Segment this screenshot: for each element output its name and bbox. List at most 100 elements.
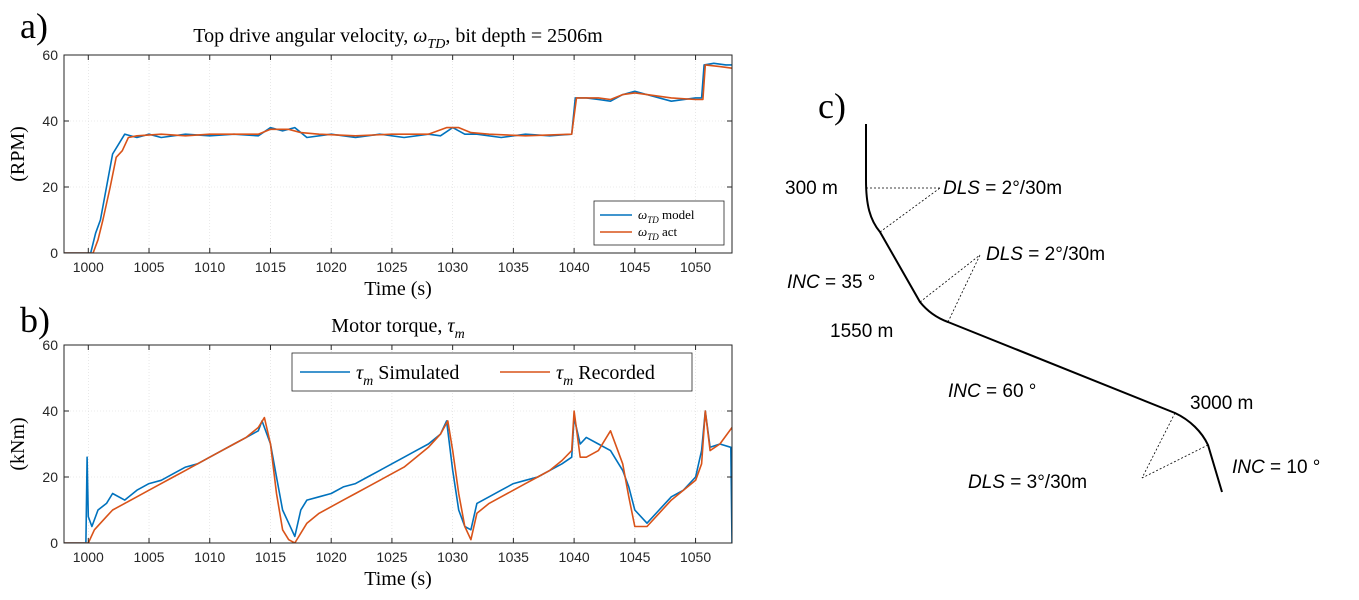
y-tick-label: 60 [42, 337, 58, 353]
panel-label-b: b) [20, 300, 50, 340]
inc-label-2-value: = 60 ° [981, 381, 1037, 402]
legend-entry-symbol: τ [356, 362, 364, 384]
x-tick-label: 1045 [619, 549, 650, 565]
inc-label-1: INC = 35 ° [787, 272, 875, 293]
y-tick-label: 20 [42, 179, 58, 195]
legend-entry: τm Recorded [556, 362, 655, 389]
dls1-construction-line [879, 187, 941, 233]
dls3-construction-line [1141, 444, 1209, 479]
series-line-model [64, 410, 732, 543]
chart-title-symbol: ω [413, 25, 427, 47]
chart-title-prefix: Motor torque, [331, 315, 447, 337]
series-line-actual [64, 410, 732, 543]
legend-entry-symbol: ω [638, 224, 647, 239]
depth-label-3000: 3000 m [1190, 393, 1253, 414]
legend-entry-subscript: TD [647, 232, 659, 242]
panel-label-a: a) [20, 6, 48, 46]
legend-entry-symbol: τ [556, 362, 564, 384]
y-tick-label: 40 [42, 113, 58, 129]
dls-label-2-value: = 2°/30m [1023, 244, 1105, 265]
chart-title-prefix: Top drive angular velocity, [193, 25, 413, 47]
x-tick-label: 1035 [498, 259, 529, 275]
y-tick-label: 60 [42, 47, 58, 63]
chart-title-suffix: , bit depth = 2506m [445, 25, 603, 47]
y-axis-label: (kNm) [7, 417, 29, 470]
inc-label-2: INC = 60 ° [948, 381, 1036, 402]
chart-title-subscript: m [455, 327, 465, 342]
dls-label-2: DLS = 2°/30m [986, 244, 1105, 265]
x-tick-label: 1000 [73, 259, 104, 275]
well-trajectory-diagram: 300 m 1550 m 3000 m DLS = 2°/30m DLS = 2… [785, 124, 1320, 493]
series-line-actual [64, 64, 732, 253]
dls-label-2-name: DLS [986, 244, 1023, 265]
x-tick-label: 1050 [680, 259, 711, 275]
dls-label-3-value: = 3°/30m [1005, 472, 1087, 493]
legend-entry-suffix: Recorded [573, 362, 655, 384]
x-tick-label: 1020 [316, 259, 347, 275]
dls3-construction-line [1141, 412, 1176, 479]
inc-label-3: INC = 10 ° [1232, 457, 1320, 478]
x-tick-label: 1030 [437, 259, 468, 275]
legend-entry-symbol: ω [638, 207, 647, 222]
x-tick-label: 1005 [133, 549, 164, 565]
chart-motor-torque: 1000 1005 1010 1015 1020 1025 1030 1035 1040 1045… [7, 315, 733, 590]
x-tick-label: 1035 [498, 549, 529, 565]
x-tick-label: 1010 [194, 549, 225, 565]
chart-title: Top drive angular velocity, ωTD, bit dep… [193, 25, 603, 52]
plot-frame [63, 54, 733, 254]
dls-label-3-name: DLS [968, 472, 1005, 493]
dls-label-1-value: = 2°/30m [980, 178, 1062, 199]
x-tick-label: 1030 [437, 549, 468, 565]
x-tick-label: 1020 [316, 549, 347, 565]
x-tick-label: 1040 [559, 549, 590, 565]
x-tick-label: 1040 [559, 259, 590, 275]
dls2-construction-line [919, 254, 981, 303]
x-tick-label: 1015 [255, 549, 286, 565]
dls-label-1-name: DLS [943, 178, 980, 199]
y-tick-label: 0 [50, 535, 58, 551]
y-tick-label: 40 [42, 403, 58, 419]
panel-label-c: c) [818, 86, 846, 126]
legend-entry-subscript: m [363, 374, 373, 389]
legend-entry: τm Simulated [356, 362, 459, 389]
x-axis-label: Time (s) [364, 278, 432, 300]
inc-label-1-name: INC [787, 272, 820, 293]
x-tick-label: 1010 [194, 259, 225, 275]
dls2-construction-line [947, 254, 981, 323]
well-path [865, 124, 1223, 493]
dls-label-1: DLS = 2°/30m [943, 178, 1062, 199]
legend-entry-suffix: model [659, 207, 695, 222]
x-tick-label: 1025 [376, 259, 407, 275]
legend: τm Simulated τm Recorded [291, 352, 693, 392]
chart-top-drive-velocity: 1000 1005 1010 1015 1020 1025 1030 1035 1040 1045… [7, 25, 733, 300]
dls-label-3: DLS = 3°/30m [968, 472, 1087, 493]
legend-box [593, 200, 725, 246]
inc-label-3-name: INC [1232, 457, 1265, 478]
x-tick-label: 1025 [376, 549, 407, 565]
chart-title-subscript: TD [427, 37, 445, 52]
x-tick-label: 1045 [619, 259, 650, 275]
legend-entry: ωTD act [638, 224, 677, 242]
x-axis-label: Time (s) [364, 568, 432, 590]
depth-label-300: 300 m [785, 178, 838, 199]
legend-entry: ωTD model [638, 207, 695, 225]
x-tick-label: 1005 [133, 259, 164, 275]
depth-label-1550: 1550 m [830, 321, 893, 342]
inc-label-3-value: = 10 ° [1265, 457, 1321, 478]
inc-label-2-name: INC [948, 381, 981, 402]
legend-box [291, 352, 693, 392]
y-tick-label: 0 [50, 245, 58, 261]
plot-frame [63, 344, 733, 544]
y-axis-label: (RPM) [7, 126, 29, 182]
legend-entry-suffix: act [659, 224, 678, 239]
chart-title: Motor torque, τm [331, 315, 464, 342]
x-tick-label: 1000 [73, 549, 104, 565]
x-tick-label: 1050 [680, 549, 711, 565]
x-tick-label: 1015 [255, 259, 286, 275]
legend-entry-suffix: Simulated [373, 362, 459, 384]
chart-title-symbol: τ [447, 315, 455, 337]
inc-label-1-value: = 35 ° [820, 272, 876, 293]
legend-entry-subscript: m [563, 374, 573, 389]
